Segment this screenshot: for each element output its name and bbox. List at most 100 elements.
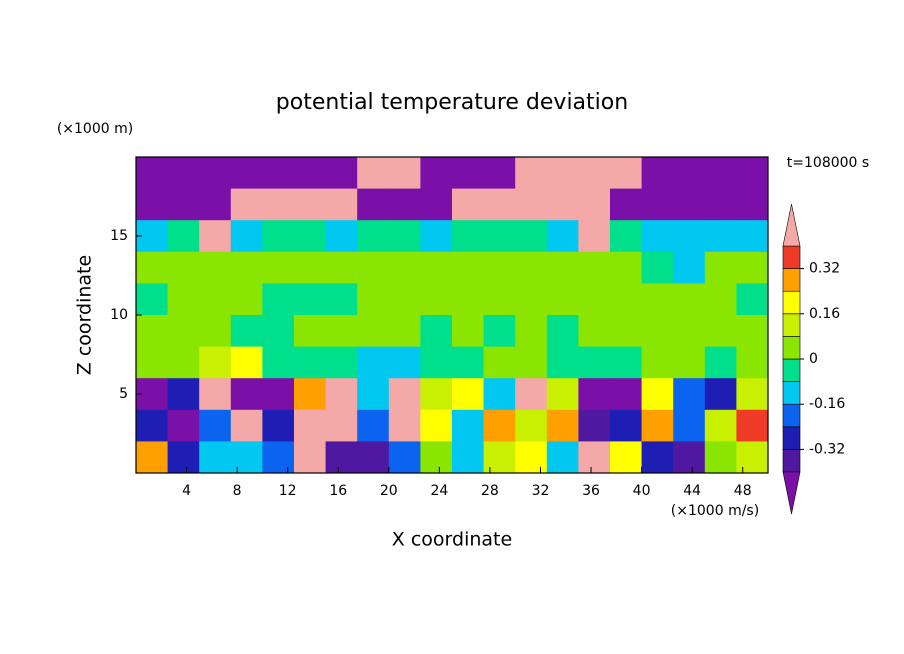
field-cell <box>357 409 390 442</box>
field-cell <box>230 409 263 442</box>
field-cell <box>167 251 200 284</box>
field-cell <box>546 157 579 190</box>
x-tick-label: 48 <box>734 483 752 499</box>
colorbar-box <box>782 313 801 337</box>
field-cell <box>388 188 421 221</box>
field-cell <box>325 378 358 411</box>
field-cell <box>515 441 548 474</box>
field-cell <box>673 251 706 284</box>
field-cell <box>136 188 169 221</box>
x-tick-label: 28 <box>481 483 499 499</box>
field-cell <box>610 220 643 253</box>
field-cell <box>704 188 737 221</box>
field-cell <box>641 251 674 284</box>
field-cell <box>230 188 263 221</box>
field-cell <box>673 441 706 474</box>
chart-title: potential temperature deviation <box>276 90 628 115</box>
field-cell <box>515 378 548 411</box>
field-cell <box>357 220 390 253</box>
field-cell <box>294 346 327 379</box>
field-cell <box>325 157 358 190</box>
y-tick-label: 15 <box>110 228 128 244</box>
field-cell <box>736 378 769 411</box>
field-cell <box>515 220 548 253</box>
y-tick-label: 10 <box>110 307 128 323</box>
colorbar-box <box>782 245 801 269</box>
field-cell <box>704 251 737 284</box>
field-cell <box>578 188 611 221</box>
field-cell <box>641 220 674 253</box>
field-cell <box>136 283 169 316</box>
field-cell <box>452 283 485 316</box>
field-cell <box>420 283 453 316</box>
x-tick-label: 36 <box>582 483 600 499</box>
field-cell <box>388 409 421 442</box>
field-cell <box>641 346 674 379</box>
field-cell <box>230 346 263 379</box>
field-cell <box>704 283 737 316</box>
field-cell <box>294 220 327 253</box>
field-cell <box>610 188 643 221</box>
field-cell <box>546 346 579 379</box>
field-cell <box>262 409 295 442</box>
field-cell <box>420 346 453 379</box>
field-cell <box>230 315 263 348</box>
field-cell <box>357 283 390 316</box>
field-cell <box>199 283 232 316</box>
field-cell <box>262 220 295 253</box>
field-cell <box>262 315 295 348</box>
field-cell <box>325 346 358 379</box>
field-cell <box>262 378 295 411</box>
x-tick-label: 12 <box>279 483 297 499</box>
field-cell <box>452 157 485 190</box>
field-cell <box>483 378 516 411</box>
field-cell <box>230 283 263 316</box>
field-cell <box>515 409 548 442</box>
field-cell <box>673 188 706 221</box>
x-tick-label: 40 <box>633 483 651 499</box>
field-cell <box>262 188 295 221</box>
field-cell <box>483 251 516 284</box>
field-cell <box>610 441 643 474</box>
field-cell <box>578 378 611 411</box>
field-cell <box>167 157 200 190</box>
field-cell <box>736 283 769 316</box>
field-cell <box>736 220 769 253</box>
field-cell <box>546 315 579 348</box>
field-cell <box>167 409 200 442</box>
field-cell <box>294 188 327 221</box>
field-cell <box>452 378 485 411</box>
field-cell <box>641 188 674 221</box>
x-unit: (×1000 m/s) <box>671 503 759 519</box>
field-cell <box>610 378 643 411</box>
time-label: t=108000 s <box>787 155 869 171</box>
field-cell <box>546 283 579 316</box>
field-cell <box>452 188 485 221</box>
field-cell <box>483 220 516 253</box>
field-cell <box>357 315 390 348</box>
colorbar-box <box>782 358 801 382</box>
field-cell <box>294 315 327 348</box>
field-cell <box>578 315 611 348</box>
field-cell <box>420 157 453 190</box>
field-cell <box>452 441 485 474</box>
field-cell <box>546 220 579 253</box>
x-tick-label: 24 <box>430 483 448 499</box>
field-cell <box>167 315 200 348</box>
field-cell <box>167 283 200 316</box>
field-cell <box>357 188 390 221</box>
field-cell <box>736 251 769 284</box>
colorbar-box <box>782 426 801 450</box>
field-cell <box>357 346 390 379</box>
field-cell <box>515 157 548 190</box>
field-cell <box>483 157 516 190</box>
field-cell <box>673 409 706 442</box>
field-cell <box>230 441 263 474</box>
field-cell <box>452 409 485 442</box>
field-cell <box>199 315 232 348</box>
x-tick-label: 44 <box>683 483 701 499</box>
field-cell <box>610 283 643 316</box>
field-cell <box>294 157 327 190</box>
colorbar-label: 0.32 <box>809 261 840 277</box>
